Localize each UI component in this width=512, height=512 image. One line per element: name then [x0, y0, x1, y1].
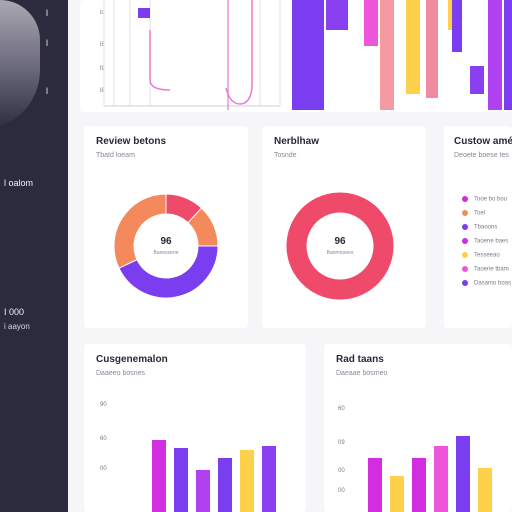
top-bars-group [292, 0, 512, 110]
y-tick-label: lo [100, 10, 105, 16]
sidebar: l l l l oalom I 000 i aayon [0, 0, 68, 512]
card-title: Custow amém [454, 136, 512, 147]
bar [218, 458, 232, 512]
legend-swatch [462, 210, 468, 216]
sidebar-line[interactable]: l [46, 86, 48, 96]
net-card: Nerblhaw Tosnde 96 Banmnoees [262, 126, 426, 328]
donut-center-value: 96 [160, 236, 172, 247]
top-bar [426, 0, 438, 98]
legend-item[interactable]: Tesseeao [462, 252, 500, 259]
sidebar-highlight [0, 0, 40, 130]
card-subtitle: Daeaae bosmeo [336, 370, 388, 377]
card-title: Cusgenemalon [96, 354, 168, 365]
top-chart-gridlines [103, 0, 281, 107]
bar [390, 476, 404, 512]
legend-item[interactable]: Toel [462, 210, 485, 217]
legend-swatch [462, 196, 468, 202]
y-tick-label: 60 [338, 406, 345, 412]
y-tick-label: 60 [100, 436, 107, 442]
y-tick-label: 00 [338, 488, 345, 494]
legend-item[interactable]: Tooe bo bou [462, 196, 507, 203]
card-title: Rad taans [336, 354, 384, 365]
bar [478, 468, 492, 512]
top-bar [452, 0, 462, 52]
y-tick-label: l8 [100, 88, 105, 94]
legend-swatch [462, 266, 468, 272]
review-card: Review betons Tbatd loeam 96 Banessene [84, 126, 248, 328]
sidebar-line[interactable]: l [46, 38, 48, 48]
legend-swatch [462, 252, 468, 258]
top-chart-card: lo l8 l9 l8 [80, 0, 512, 112]
y-tick-label: 90 [100, 402, 107, 408]
sidebar-line[interactable]: l [46, 8, 48, 18]
sidebar-item-label[interactable]: I 000 [4, 307, 25, 317]
y-tick-label: 00 [100, 466, 107, 472]
bar [174, 448, 188, 512]
card-subtitle: Tosnde [274, 152, 297, 159]
legend-item[interactable]: Taoene baes [462, 238, 508, 245]
card-subtitle: Tbatd loeam [96, 152, 135, 159]
legend-item[interactable]: Dasamo boas [462, 280, 511, 287]
cost-bar-chart [152, 440, 276, 512]
bar [368, 458, 382, 512]
cost-card: Cusgenemalon Daaeeo bosnes 90 60 00 [84, 344, 306, 512]
sidebar-item-label[interactable]: l oalom [4, 178, 34, 188]
card-subtitle: Daaeeo bosnes [96, 370, 146, 377]
card-title: Review betons [96, 136, 167, 147]
donut-slice [118, 245, 219, 299]
y-tick-label: l9 [100, 66, 105, 72]
bar [434, 446, 448, 512]
donut-slice [285, 191, 395, 301]
donut-center-label: Banessene [153, 250, 179, 256]
bar [412, 458, 426, 512]
top-line-series [149, 30, 171, 91]
bar [152, 440, 166, 512]
top-bar [292, 0, 324, 110]
legend-swatch [462, 224, 468, 230]
custom-card: Custow amém Deoete boese tes Tooe bo bou… [444, 126, 512, 328]
bar [262, 446, 276, 512]
y-tick-label: 00 [338, 468, 345, 474]
top-bar [504, 0, 512, 110]
bar [196, 470, 210, 512]
review-donut [113, 193, 219, 299]
bar [456, 436, 470, 512]
bar [240, 450, 254, 512]
red-card: Rad taans Daeaae bosmeo 60 09 00 00 [324, 344, 512, 512]
top-marker [138, 8, 150, 18]
net-donut [285, 191, 395, 301]
top-bar [406, 0, 420, 94]
legend-swatch [462, 238, 468, 244]
top-bar [470, 66, 484, 94]
card-subtitle: Deoete boese tes [454, 152, 509, 159]
donut-center-label: Banmnoees [326, 250, 354, 256]
top-bar [380, 0, 394, 110]
top-bar [326, 0, 348, 30]
top-line-series [225, 0, 253, 105]
donut-slice [113, 193, 167, 269]
donut-center-value: 96 [334, 236, 346, 247]
y-tick-label: l8 [100, 42, 105, 48]
top-bar [488, 0, 502, 110]
top-chart-svg [103, 0, 512, 110]
legend-item[interactable]: Tbaoons [462, 224, 497, 231]
y-tick-label: 09 [338, 440, 345, 446]
legend-item[interactable]: Taoene tbam [462, 266, 509, 273]
sidebar-item-label[interactable]: i aayon [4, 322, 30, 331]
card-title: Nerblhaw [274, 136, 320, 147]
top-bar [364, 0, 378, 46]
legend-swatch [462, 280, 468, 286]
red-bar-chart [368, 436, 492, 512]
